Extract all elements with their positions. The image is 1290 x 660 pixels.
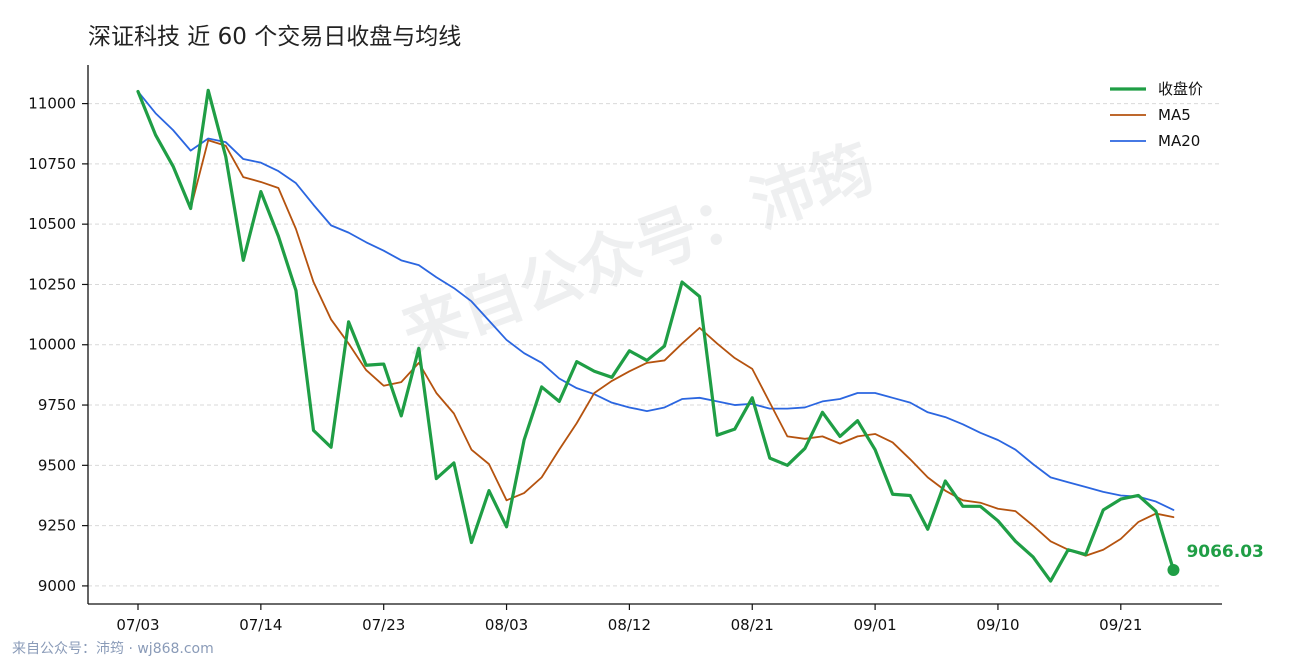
y-tick-label: 9750 xyxy=(38,396,76,414)
last-value-label: 9066.03 xyxy=(1186,542,1263,562)
legend-label: MA20 xyxy=(1158,132,1200,150)
y-tick-label: 9250 xyxy=(38,517,76,535)
grid-layer xyxy=(88,103,1222,587)
y-tick-label: 9000 xyxy=(38,577,76,595)
x-tick-label: 09/01 xyxy=(853,616,896,634)
y-tick-label: 10500 xyxy=(28,215,76,233)
chart-title: 深证科技 近 60 个交易日收盘与均线 xyxy=(88,24,461,50)
axes-layer: 9000 9250 9500 9750 10000 10250 10500 10750 1100… xyxy=(28,65,1222,634)
footer-credit: 来自公众号：沛筠 · wj868.com xyxy=(12,640,214,657)
legend-label: 收盘价 xyxy=(1158,80,1203,98)
x-tick-label: 09/10 xyxy=(976,616,1019,634)
x-tick-label: 08/21 xyxy=(731,616,774,634)
x-tick-label: 08/03 xyxy=(485,616,528,634)
series-layer: 9066.03 xyxy=(136,88,1264,583)
y-tick-label: 10750 xyxy=(28,155,76,173)
legend: 收盘价 MA5 MA20 xyxy=(1110,80,1203,150)
series-line-ma20 xyxy=(137,90,1175,511)
y-tick-label: 10250 xyxy=(28,275,76,293)
y-tick-label: 11000 xyxy=(28,95,76,113)
x-tick-label: 07/14 xyxy=(239,616,282,634)
y-tick-label: 10000 xyxy=(28,336,76,354)
legend-label: MA5 xyxy=(1158,106,1191,124)
last-point-marker xyxy=(1167,563,1180,576)
x-tick-label: 07/23 xyxy=(362,616,405,634)
x-tick-label: 09/21 xyxy=(1099,616,1142,634)
series-line-ma5 xyxy=(137,90,1175,557)
x-tick-label: 07/03 xyxy=(116,616,159,634)
watermark: 来自公众号：沛筠 xyxy=(392,131,883,369)
y-tick-label: 9500 xyxy=(38,456,76,474)
x-tick-label: 08/12 xyxy=(608,616,651,634)
series-line-close xyxy=(136,88,1176,583)
